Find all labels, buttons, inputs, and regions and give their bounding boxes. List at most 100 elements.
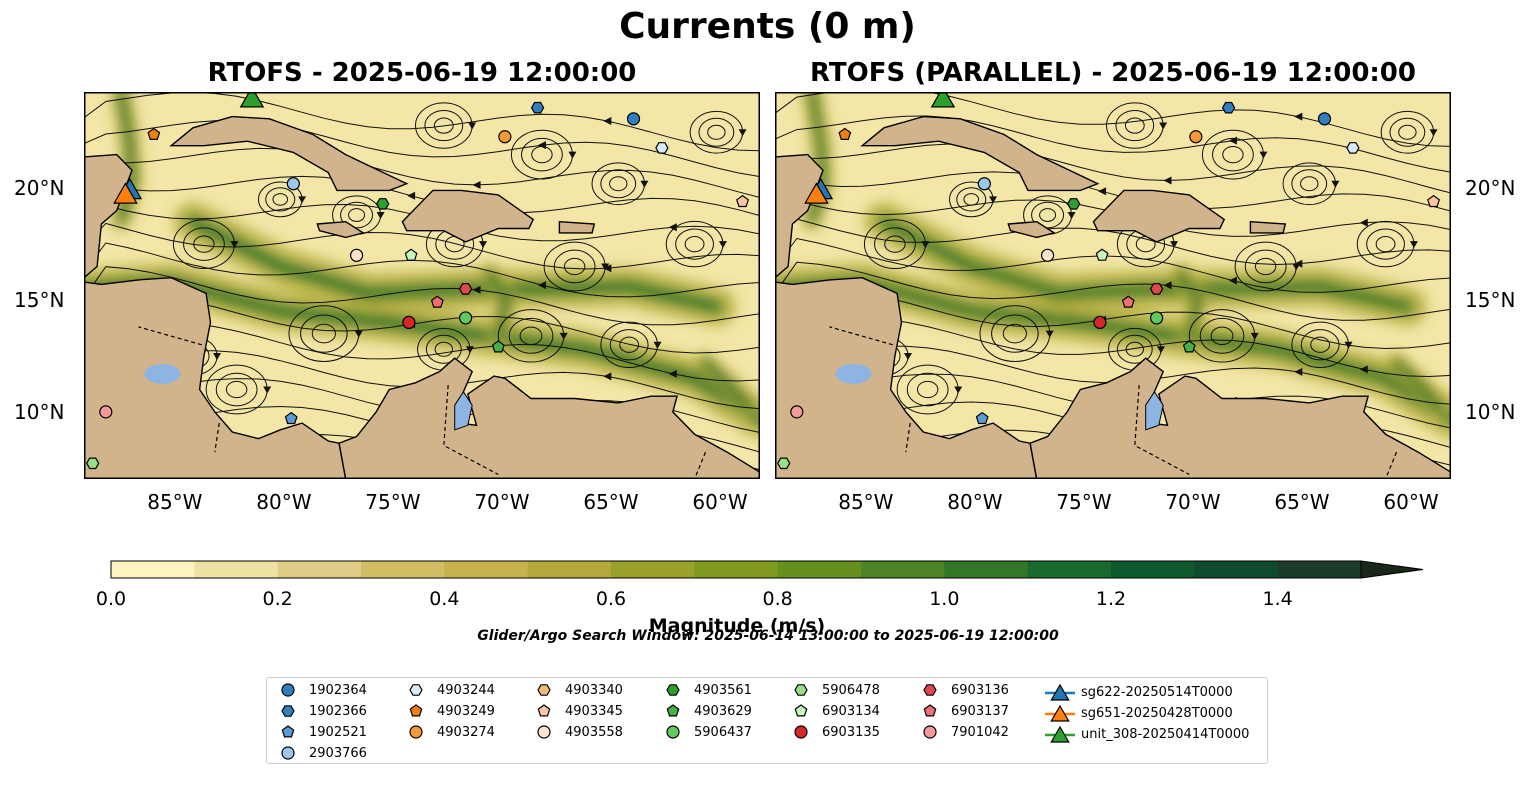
left-map-panel[interactable] xyxy=(84,92,760,479)
legend-circle-icon xyxy=(281,683,295,697)
marker-4903345[interactable] xyxy=(736,194,750,208)
flow-arrow xyxy=(298,196,307,204)
marker-4903558[interactable] xyxy=(349,248,364,262)
legend-pentagon-icon xyxy=(794,704,808,717)
lon-tick-left: 85°W xyxy=(147,490,203,514)
legend-item: 4903558 xyxy=(535,724,623,740)
marker-5906478[interactable] xyxy=(86,457,100,470)
legend-circle-icon xyxy=(666,725,680,739)
marker-6903134[interactable] xyxy=(1095,248,1109,261)
marker-5906437[interactable] xyxy=(1150,311,1164,325)
legend-label: 4903340 xyxy=(565,682,623,698)
marker-6903136[interactable] xyxy=(1149,283,1164,295)
south-america-land xyxy=(1029,357,1451,479)
flow-arrow xyxy=(230,241,239,249)
marker-6903137[interactable] xyxy=(1121,295,1135,308)
lat-tick-right: 20°N xyxy=(1465,176,1516,201)
lon-tick-left: 70°W xyxy=(474,490,530,514)
marker-2903766[interactable] xyxy=(977,177,991,191)
flow-arrow xyxy=(1163,281,1172,290)
marker-5906478[interactable] xyxy=(777,457,791,470)
jamaica-land xyxy=(316,220,365,239)
marker-6903137[interactable] xyxy=(430,295,444,308)
marker-6903136[interactable] xyxy=(458,283,473,295)
colorbar-tick: 0.8 xyxy=(762,588,793,610)
marker-6903135[interactable] xyxy=(1093,315,1107,330)
marker-4903561[interactable] xyxy=(376,198,390,210)
flow-arrow xyxy=(1359,365,1368,374)
marker-sg651-20250428T0000[interactable] xyxy=(804,182,829,204)
flow-arrow xyxy=(1250,332,1259,340)
colorbar-tick: 1.0 xyxy=(929,588,960,610)
marker-1902366[interactable] xyxy=(530,101,545,114)
marker-4903558[interactable] xyxy=(1040,248,1055,262)
flow-arrow xyxy=(1159,122,1168,130)
marker-1902364[interactable] xyxy=(626,112,641,126)
marker-4903244[interactable] xyxy=(1346,142,1360,154)
flow-arrow xyxy=(354,330,363,338)
marker-7901042[interactable] xyxy=(790,405,804,419)
flow-arrow xyxy=(989,196,998,204)
lat-tick-right: 10°N xyxy=(1465,399,1516,424)
legend-item: 4903561 xyxy=(664,682,752,698)
marker-1902521[interactable] xyxy=(975,411,989,425)
flow-arrow xyxy=(1045,330,1054,338)
legend-circle-icon xyxy=(409,725,423,739)
marker-unit_308-20250414T0000[interactable] xyxy=(239,92,265,108)
marker-4903345[interactable] xyxy=(1427,194,1441,208)
right-map-panel[interactable] xyxy=(775,92,1451,479)
flow-arrow xyxy=(1156,346,1165,354)
flow-arrow xyxy=(603,264,612,273)
legend-item: 6903135 xyxy=(792,724,880,740)
flow-arrow xyxy=(1331,180,1340,188)
marker-2903766[interactable] xyxy=(286,177,300,191)
colorbar-title: Magnitude (m/s) xyxy=(648,615,826,637)
map-canvas[interactable] xyxy=(84,92,760,479)
map-canvas[interactable] xyxy=(775,92,1451,479)
flow-arrow xyxy=(213,352,222,360)
flow-arrow xyxy=(1292,263,1301,271)
colorbar-tick: 0.6 xyxy=(595,588,627,610)
marker-4903274[interactable] xyxy=(1189,130,1203,144)
marker-5906437[interactable] xyxy=(459,311,473,325)
legend-item: 7901042 xyxy=(921,724,1009,740)
puerto-rico-land xyxy=(1249,220,1287,234)
colorbar-tick: 0.2 xyxy=(262,588,293,610)
marker-4903629[interactable] xyxy=(1182,340,1196,353)
marker-4903274[interactable] xyxy=(498,130,512,144)
legend-item: 6903136 xyxy=(921,682,1009,698)
legend-item: sg651-20250428T0000 xyxy=(1045,701,1233,725)
marker-unit_308-20250414T0000[interactable] xyxy=(930,92,956,108)
lon-tick-right: 70°W xyxy=(1165,490,1221,514)
flow-arrow xyxy=(738,129,747,137)
marker-7901042[interactable] xyxy=(99,405,113,419)
legend-item: 1902366 xyxy=(279,703,367,719)
legend-label: sg622-20250514T0000 xyxy=(1081,684,1233,700)
legend-label: 1902364 xyxy=(309,682,367,698)
marker-1902366[interactable] xyxy=(1221,101,1236,114)
lon-tick-left: 60°W xyxy=(692,490,748,514)
legend-circle-icon xyxy=(281,746,295,760)
marker-1902521[interactable] xyxy=(284,411,298,425)
flow-arrow xyxy=(1359,218,1368,227)
marker-4903561[interactable] xyxy=(1067,198,1081,210)
legend-label: sg651-20250428T0000 xyxy=(1081,705,1233,721)
marker-4903249[interactable] xyxy=(838,127,852,141)
marker-6903135[interactable] xyxy=(402,315,416,330)
marker-4903629[interactable] xyxy=(491,340,505,353)
lon-tick-left: 75°W xyxy=(365,490,421,514)
lake-nicaragua xyxy=(144,363,181,384)
legend-label: 6903137 xyxy=(951,703,1009,719)
flow-arrow xyxy=(472,285,481,294)
marker-4903249[interactable] xyxy=(147,127,161,141)
left-panel-title: RTOFS - 2025-06-19 12:00:00 xyxy=(207,58,637,88)
legend-label: 1902366 xyxy=(309,703,367,719)
marker-6903134[interactable] xyxy=(404,248,418,261)
marker-1902364[interactable] xyxy=(1317,112,1332,126)
lake-maracaibo xyxy=(1145,390,1164,431)
legend-item: 1902521 xyxy=(279,724,367,740)
colorbar-tick: 1.4 xyxy=(1262,588,1293,610)
flow-arrow xyxy=(653,341,662,349)
marker-4903244[interactable] xyxy=(655,142,669,154)
marker-sg651-20250428T0000[interactable] xyxy=(113,182,138,204)
